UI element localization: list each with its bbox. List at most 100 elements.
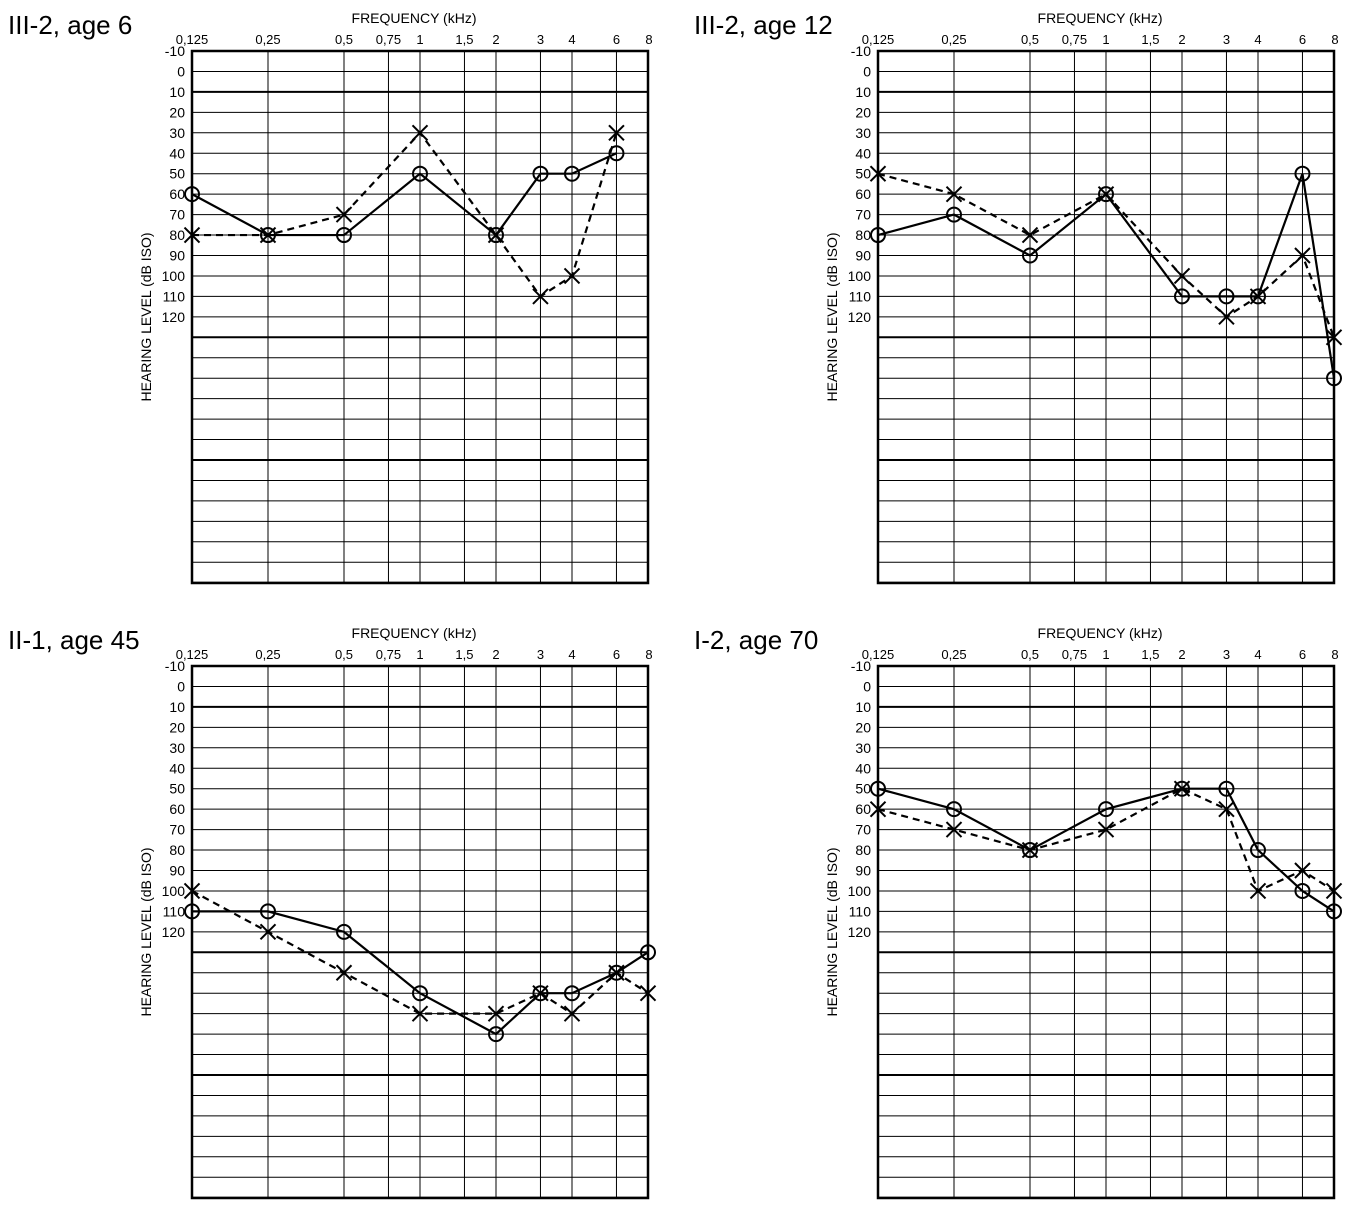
data-point-cross: [487, 1005, 505, 1022]
y-axis-label: HEARING LEVEL (dB ISO): [138, 232, 154, 401]
cross-stroke: [1021, 226, 1039, 244]
x-tick-label: 0,75: [1062, 647, 1087, 662]
y-tick-label: 120: [162, 924, 186, 940]
x-tick-label: 3: [537, 647, 544, 662]
x-tick-label: 0,25: [941, 647, 966, 662]
panel-title: I-2, age 70: [694, 625, 819, 655]
cross-stroke: [1097, 821, 1115, 838]
panel-title: II-1, age 45: [8, 625, 140, 655]
y-tick-label: 20: [169, 719, 185, 735]
data-point-circle: [608, 964, 625, 981]
x-tick-label: 2: [492, 32, 499, 47]
data-point-cross: [563, 1005, 581, 1022]
x-tick-label: 0,25: [941, 32, 966, 47]
x-tick-label: 0,5: [1021, 647, 1039, 662]
data-point-cross: [1021, 226, 1039, 244]
y-tick-label: 80: [169, 842, 185, 858]
y-tick-label: 60: [855, 186, 871, 202]
data-point-circle: [1294, 165, 1311, 182]
audiogram-panel-1: III-2, age 6 FREQUENCY (kHz) 0,125 0,25 0,5…: [0, 0, 674, 599]
data-point-circle: [1174, 288, 1190, 305]
x-axis-label: FREQUENCY (kHz): [352, 625, 477, 641]
data-point-cross: [1325, 882, 1343, 900]
y-tick-label: 90: [855, 863, 871, 879]
x-tick-label: 2: [1178, 647, 1185, 662]
y-tick-label: 20: [855, 104, 871, 120]
data-point-cross: [1173, 267, 1191, 285]
data-point-cross: [639, 984, 657, 1002]
y-tick-label: 120: [162, 309, 186, 325]
y-tick-label: 70: [855, 207, 871, 223]
y-tick-label: 100: [848, 268, 872, 284]
x-tick-label: 0,125: [862, 647, 895, 662]
data-point-circle: [1294, 882, 1311, 899]
data-point-circle: [1218, 288, 1235, 305]
data-point-circle: [1250, 842, 1266, 859]
y-tick-label: 70: [169, 822, 185, 838]
x-tick-label: 4: [1254, 32, 1261, 47]
data-point-cross: [1218, 308, 1235, 326]
data-point-circle: [412, 985, 428, 1002]
cross-stroke: [869, 165, 887, 182]
data-point-circle: [532, 985, 549, 1002]
y-tick-label: 70: [855, 822, 871, 838]
data-point-cross: [183, 226, 201, 244]
y-tick-label: 70: [169, 207, 185, 223]
x-tick-label: 8: [1331, 32, 1338, 47]
data-point-cross: [411, 124, 429, 142]
x-tick-label: 6: [613, 647, 620, 662]
y-axis-label: HEARING LEVEL (dB ISO): [138, 847, 154, 1016]
data-point-cross: [1218, 800, 1235, 818]
data-point-cross: [1097, 821, 1115, 838]
data-point-cross: [1249, 288, 1267, 305]
x-tick-label: 2: [1178, 32, 1185, 47]
data-point-cross: [563, 267, 581, 285]
data-point-circle: [640, 944, 656, 961]
cross-stroke: [608, 964, 625, 981]
x-axis-label: FREQUENCY (kHz): [1038, 625, 1163, 641]
y-tick-label: -10: [165, 658, 185, 674]
data-point-circle: [488, 227, 504, 244]
x-tick-label: 8: [645, 32, 652, 47]
cross-stroke: [563, 1005, 581, 1022]
y-tick-label: 30: [169, 125, 185, 141]
cross-stroke: [945, 185, 963, 203]
cross-stroke: [411, 1005, 429, 1022]
y-tick-label: 60: [169, 186, 185, 202]
data-point-circle: [1022, 247, 1038, 264]
x-tick-label: 0,5: [335, 647, 353, 662]
cross-stroke: [1325, 882, 1343, 900]
x-tick-label: 2: [492, 647, 499, 662]
y-tick-label: 0: [177, 678, 185, 694]
cross-stroke: [411, 124, 429, 142]
y-tick-label: 30: [855, 125, 871, 141]
data-point-circle: [564, 985, 580, 1002]
x-tick-label: 8: [645, 647, 652, 662]
y-tick-label: 90: [169, 863, 185, 879]
data-point-cross: [335, 206, 353, 223]
x-tick-label: 1,5: [1141, 32, 1159, 47]
y-axis-label: HEARING LEVEL (dB ISO): [824, 847, 840, 1016]
y-tick-label: 0: [863, 678, 871, 694]
cross-stroke: [945, 821, 963, 838]
data-point-cross: [1294, 862, 1311, 879]
data-point-cross: [532, 288, 549, 305]
data-point-cross: [608, 964, 625, 981]
data-point-cross: [945, 821, 963, 838]
y-tick-label: 50: [169, 166, 185, 182]
cross-stroke: [335, 206, 353, 223]
y-tick-label: 40: [169, 760, 185, 776]
x-tick-label: 1: [1102, 32, 1109, 47]
y-tick-label: 80: [855, 842, 871, 858]
x-tick-label: 0,125: [862, 32, 895, 47]
data-point-circle: [412, 165, 428, 182]
x-tick-label: 0,5: [335, 32, 353, 47]
data-point-cross: [945, 185, 963, 203]
y-tick-label: 40: [855, 760, 871, 776]
plot-frame: [190, 664, 650, 1200]
audiogram-chart: FREQUENCY (kHz) 0,125 0,25 0,5 0,75 1 1,5 2 3 4 6 8…: [824, 625, 1343, 1200]
y-tick-label: 50: [855, 166, 871, 182]
cross-stroke: [1021, 841, 1039, 859]
x-tick-label: 3: [537, 32, 544, 47]
y-tick-label: 50: [855, 781, 871, 797]
